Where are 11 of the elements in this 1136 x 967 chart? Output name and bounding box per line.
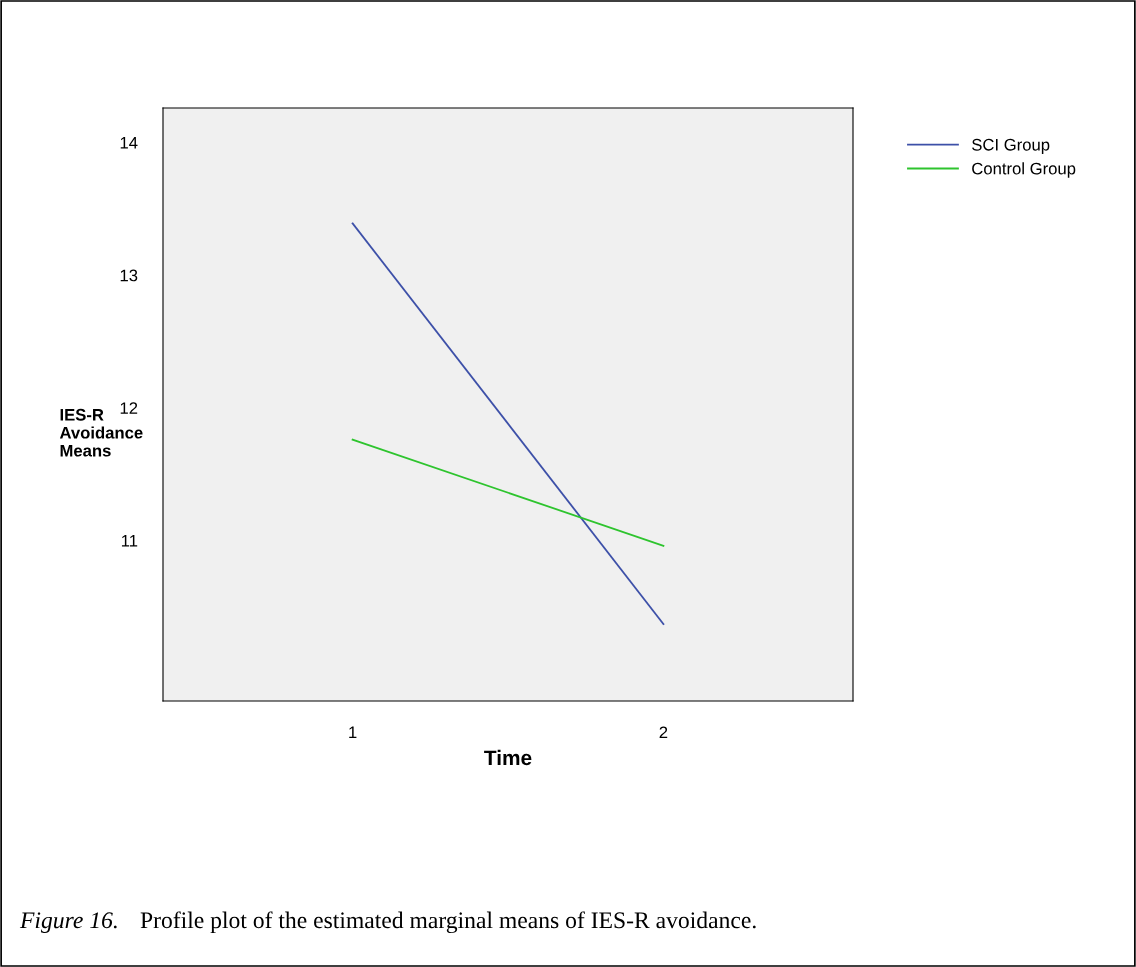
x-tick-label: 2 — [659, 726, 668, 739]
x-tick-label: 1 — [349, 726, 357, 739]
y-tick-label: 11 — [121, 535, 138, 547]
y-tick-label: 13 — [120, 269, 138, 282]
legend-label: Control Group — [972, 162, 1076, 178]
legend-label: SCI Group — [972, 138, 1050, 154]
caption: Figure 16. — [19, 912, 117, 934]
x-axis-title: Time — [484, 749, 532, 766]
y-tick-label: 14 — [120, 137, 138, 149]
y-tick-label: 12 — [120, 402, 138, 414]
text: Profile plot of the estimated marginal means of IES-R avoidance. — [140, 911, 756, 934]
